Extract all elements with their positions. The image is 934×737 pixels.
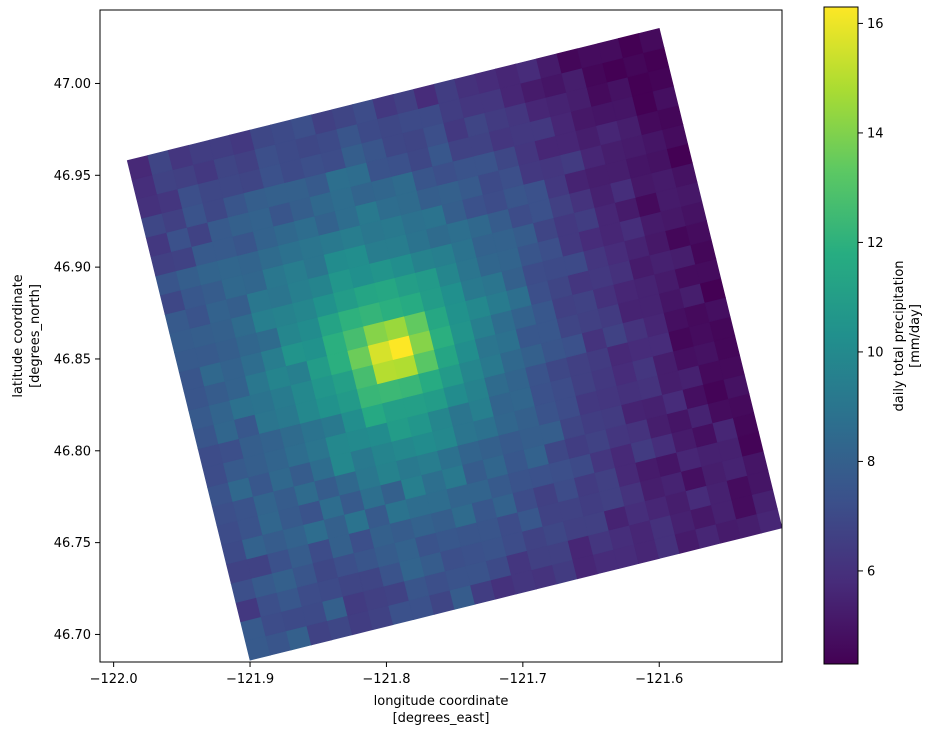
colorbar-tick-label: 6: [867, 564, 875, 579]
y-tick-label: 46.85: [54, 352, 91, 367]
y-tick-label: 46.75: [54, 536, 91, 551]
y-tick-label: 47.00: [54, 77, 91, 92]
colorbar-tick-label: 12: [867, 236, 884, 251]
x-axis-ticks: −122.0 −121.9 −121.8 −121.7 −121.6: [90, 662, 683, 687]
heatmap-cells: [126, 27, 782, 661]
colorbar-ticks: 6 8 10 12 14 16: [858, 17, 884, 579]
x-axis-label: longitude coordinate: [374, 694, 509, 709]
x-tick-label: −121.7: [499, 672, 547, 687]
colorbar-units: [mm/day]: [908, 304, 923, 368]
heatmap-cell: [638, 27, 665, 54]
colorbar-label: daily total precipitation: [892, 260, 907, 411]
colorbar: [823, 6, 859, 665]
x-axis-units: [degrees_east]: [393, 711, 490, 726]
y-tick-label: 46.80: [54, 444, 91, 459]
y-tick-label: 46.70: [54, 628, 91, 643]
colorbar-tick-label: 16: [867, 17, 884, 32]
y-axis-ticks: 46.70 46.75 46.80 46.85 46.90 46.95 47.00: [54, 77, 100, 643]
plot-frame: [99, 9, 783, 663]
x-tick-label: −121.6: [635, 672, 683, 687]
colorbar-tick-label: 8: [867, 455, 875, 470]
x-tick-label: −121.8: [362, 672, 410, 687]
colorbar-tick-label: 10: [867, 345, 884, 360]
y-axis-units: [degrees_north]: [28, 284, 43, 388]
x-tick-label: −121.9: [226, 672, 274, 687]
y-tick-label: 46.95: [54, 169, 91, 184]
y-axis-label: latitude coordinate: [11, 274, 26, 397]
x-tick-label: −122.0: [90, 672, 138, 687]
colorbar-tick-label: 14: [867, 126, 884, 141]
y-tick-label: 46.90: [54, 261, 91, 276]
